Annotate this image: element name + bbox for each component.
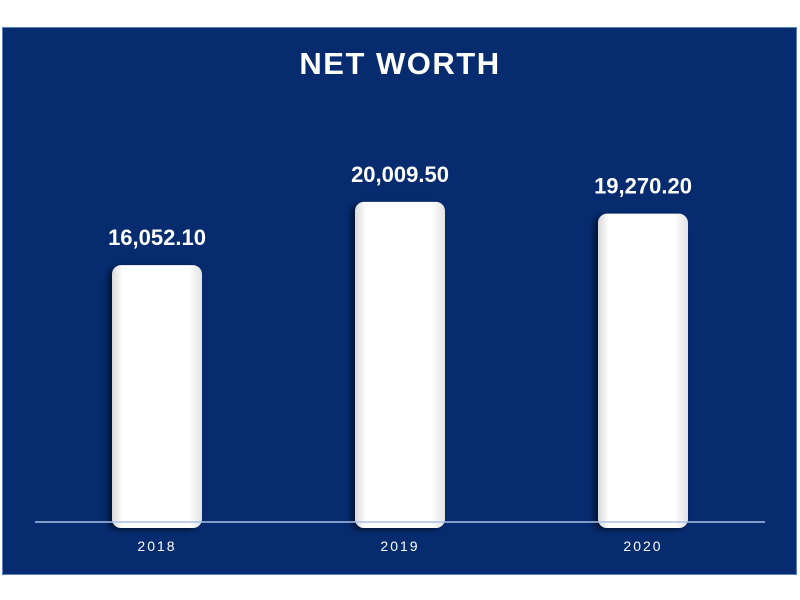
data-label-2018: 16,052.10 [108, 225, 206, 250]
x-tick-label-2018: 2018 [137, 538, 176, 554]
data-label-2019: 20,009.50 [351, 162, 449, 187]
bar-2019 [355, 201, 445, 528]
x-tick-label-2019: 2019 [380, 538, 419, 554]
chart-title: NET WORTH [299, 46, 501, 81]
bar-2020 [598, 213, 688, 528]
x-tick-label-2020: 2020 [623, 538, 662, 554]
bar-2018 [112, 265, 202, 528]
data-label-2020: 19,270.20 [594, 174, 692, 199]
